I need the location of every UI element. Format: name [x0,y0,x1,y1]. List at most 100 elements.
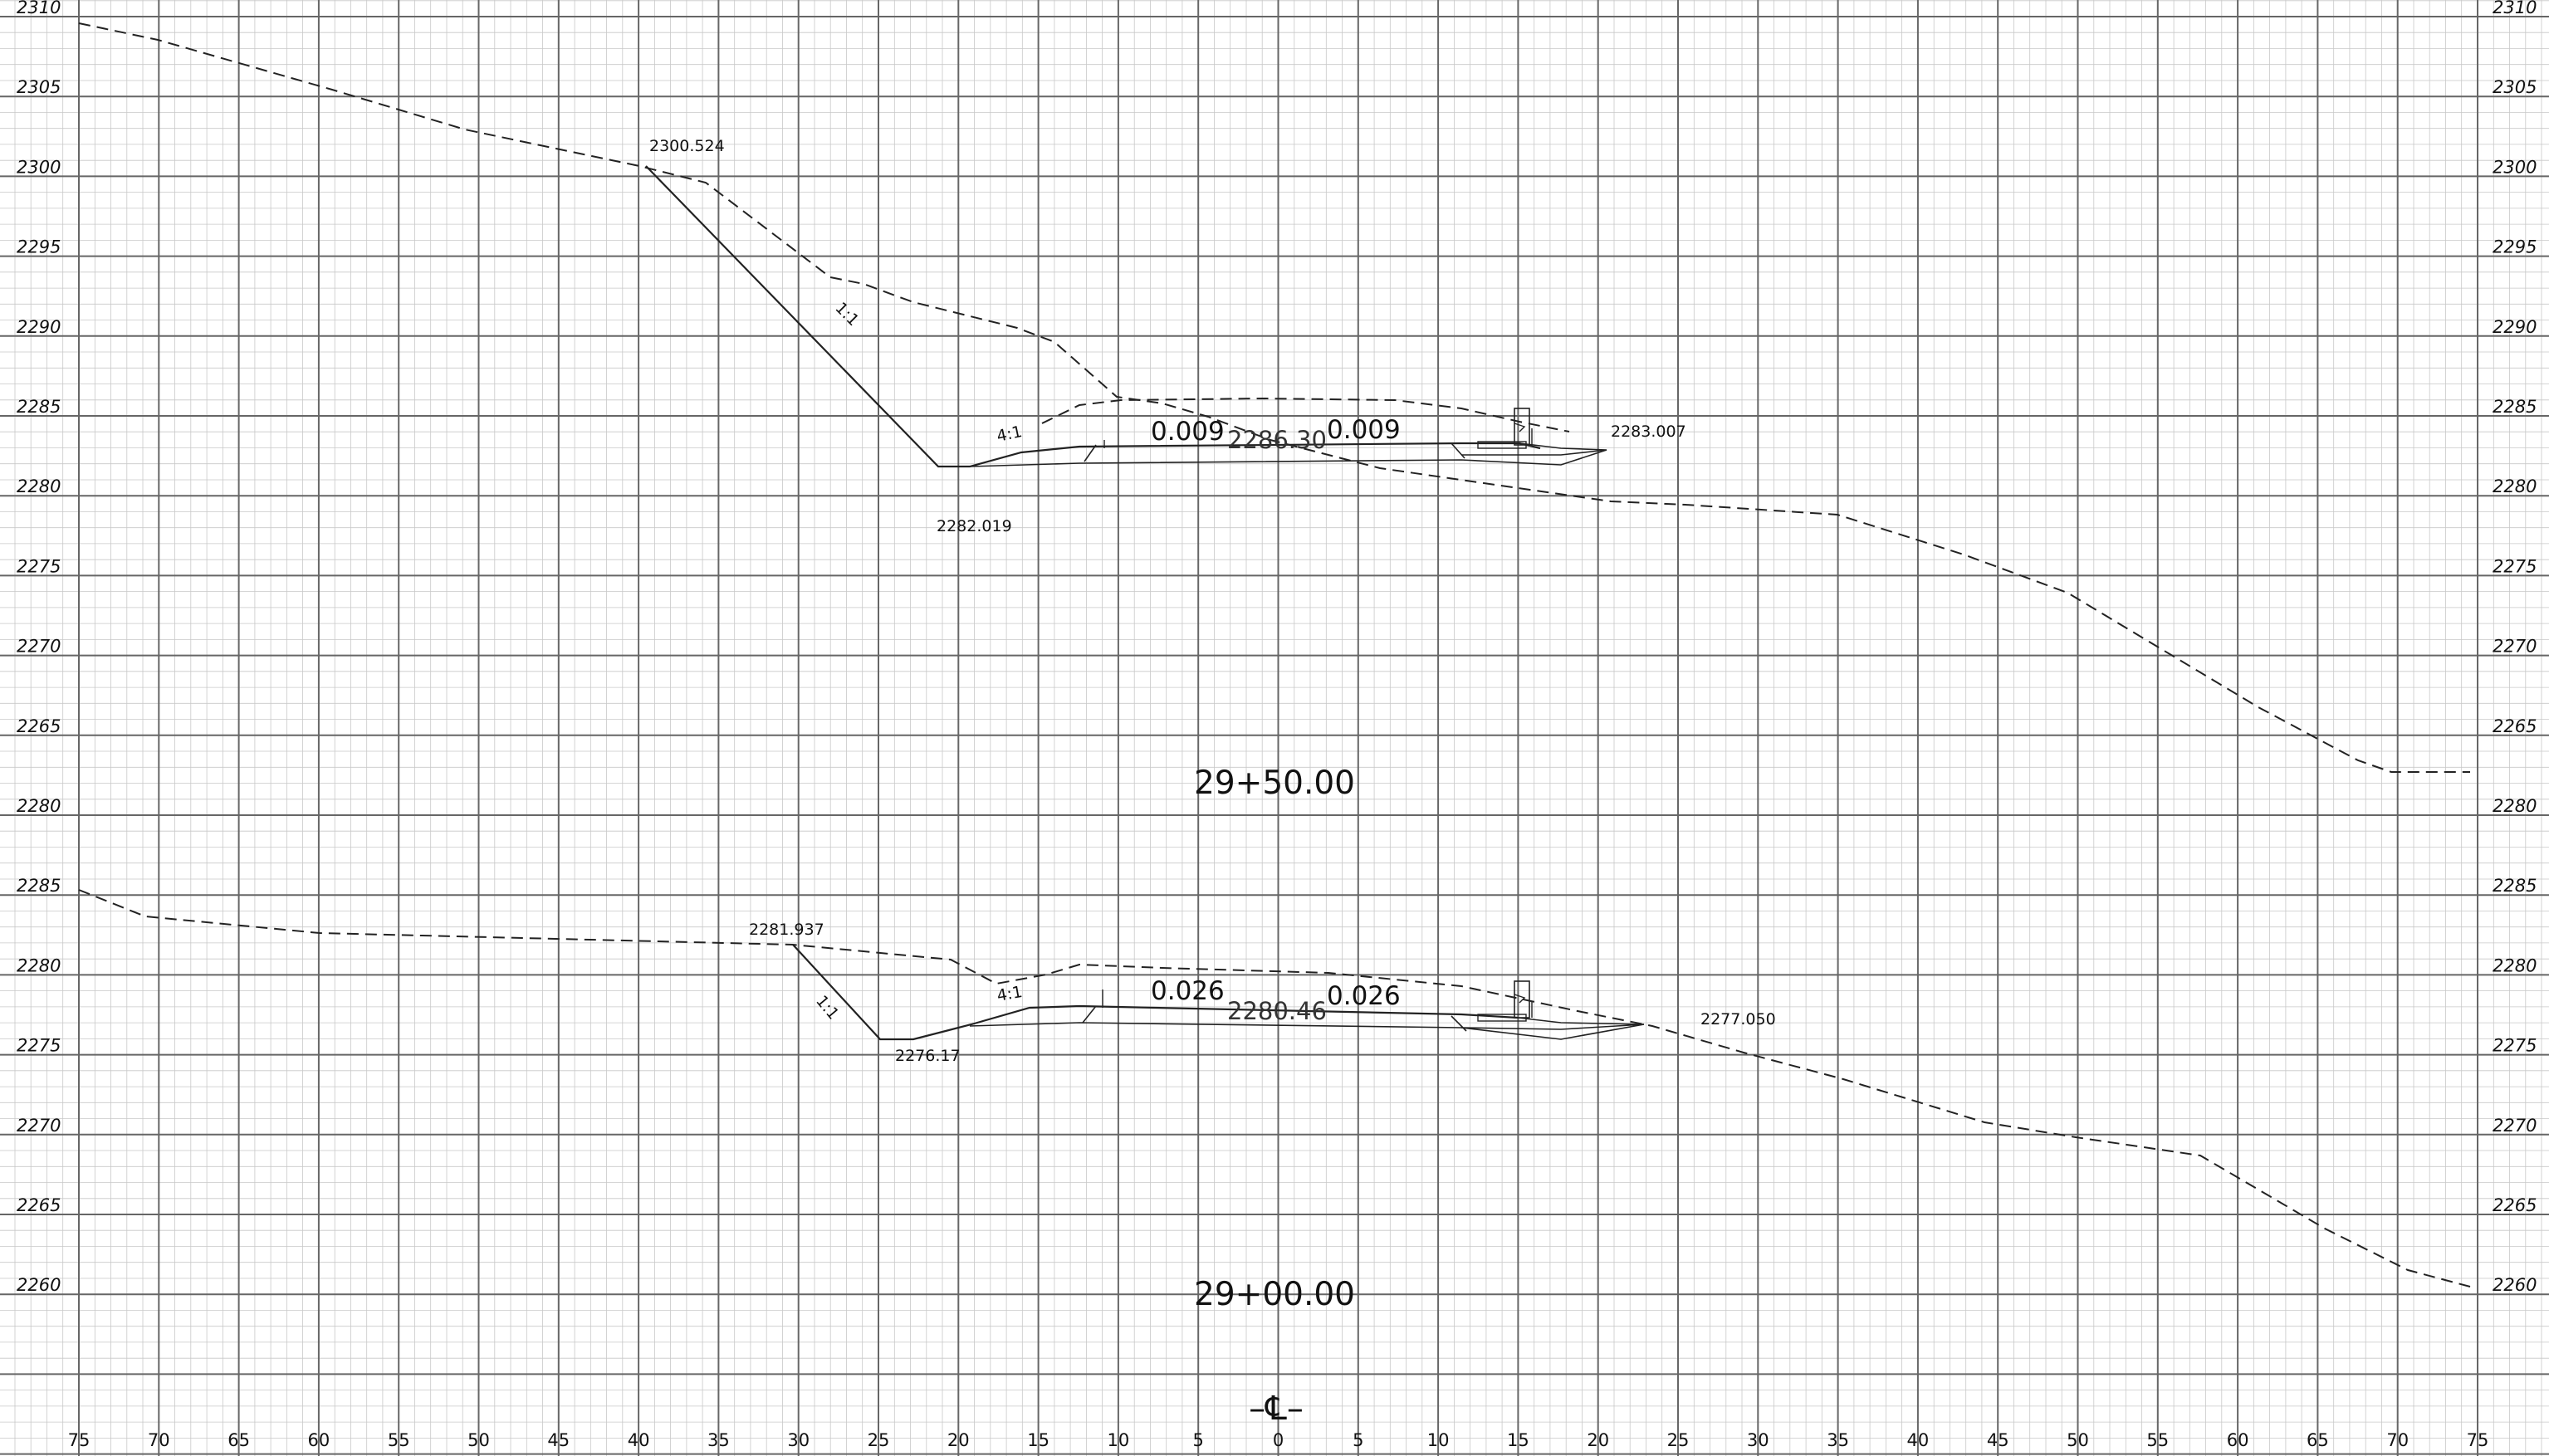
offset-label: 35 [1827,1430,1849,1450]
offset-label: 70 [148,1430,170,1450]
section-29-50: 2300.524 2282.019 2283.007 0.009 0.009 2… [78,22,2470,802]
elevation-label: 2300 [17,157,61,177]
offset-scale: 75 70 65 60 55 50 45 40 35 30 25 20 15 10 5 0 5 10 15 20 25 3… [68,1430,2489,1450]
elevation-label: 2270 [17,1116,61,1136]
elevation-label: 2275 [2493,556,2537,576]
elevation-label: 2270 [17,637,61,657]
offset-label: 0 [1273,1430,1284,1450]
station-label-lower: 29+00.00 [1194,1276,1355,1313]
elevation-label: 2270 [2493,637,2537,657]
elevation-label: 2275 [2493,1036,2537,1056]
offset-label: 40 [628,1430,650,1450]
offset-label: 25 [868,1430,890,1450]
offset-label: 35 [707,1430,730,1450]
offset-label: 45 [1987,1430,2009,1450]
elevation-label: 2285 [17,876,61,896]
gutter-detail [1477,441,1527,449]
offset-label: 75 [2467,1430,2489,1450]
right-catch-elevation: 2283.007 [1611,423,1686,441]
left-cross-slope: 0.009 [1151,417,1225,447]
existing-ground-line [78,889,2471,1287]
left-catch-elevation: 2300.524 [649,137,725,155]
elevation-label: 2265 [2493,716,2537,736]
centerline-symbol: –℄– [1249,1390,1304,1428]
offset-label: 10 [1427,1430,1450,1450]
elevation-label: 2305 [2493,77,2537,97]
shoulder-line [1461,442,1607,456]
curb-detail [1514,408,1530,446]
right-shoulder-tick [1451,1015,1467,1032]
elevation-label: 2290 [2493,317,2537,337]
elevation-label: 2305 [17,77,61,97]
elevation-label: 2280 [2493,796,2537,816]
elevation-label: 2265 [17,716,61,736]
offset-label: 20 [947,1430,970,1450]
offset-label: 60 [308,1430,330,1450]
elevation-label: 2275 [17,1036,61,1056]
section-29-00: 2281.937 2276.17 2277.050 0.026 0.026 22… [78,889,2471,1313]
gutter-detail [1477,1014,1527,1022]
offset-label: 30 [787,1430,810,1450]
right-shoulder-tick [1451,442,1465,459]
elevation-label: 2270 [2493,1116,2537,1136]
right-cross-slope: 0.026 [1327,981,1401,1011]
cut-slope-line [645,165,1541,468]
ditch-elevation: 2282.019 [937,517,1012,535]
offset-label: 15 [1507,1430,1529,1450]
elevation-label: 2275 [17,556,61,576]
shoulder-line [1460,1017,1645,1030]
offset-label: 55 [388,1430,410,1450]
curb-hatch [1514,423,1526,432]
left-elevation-scale: 2310 2305 2300 2295 2290 2285 2280 2275 2270 2265… [17,0,61,1295]
elevation-label: 2280 [17,476,61,496]
curb-hatch [1514,994,1526,1004]
elevation-label: 2290 [17,317,61,337]
elevation-label: 2285 [2493,397,2537,417]
offset-label: 20 [1587,1430,1609,1450]
right-cross-slope: 0.009 [1327,415,1401,445]
left-shoulder-tick [1082,1005,1097,1024]
elevation-label: 2310 [17,0,61,17]
offset-label: 50 [467,1430,490,1450]
cut-slope-line [792,944,1519,1041]
elevation-label: 2285 [2493,876,2537,896]
elevation-label: 2300 [2493,157,2537,177]
offset-label: 70 [2386,1430,2409,1450]
existing-ground-line [78,22,2470,773]
right-catch-elevation: 2277.050 [1700,1010,1776,1028]
elevation-label: 2310 [2493,0,2537,17]
offset-label: 5 [1353,1430,1363,1450]
offset-label: 30 [1747,1430,1769,1450]
elevation-label: 2280 [17,955,61,975]
offset-label: 10 [1108,1430,1130,1450]
subgrade-line [969,449,1607,467]
elevation-label: 2265 [17,1195,61,1215]
offset-label: 5 [1193,1430,1204,1450]
offset-label: 50 [2067,1430,2089,1450]
elevation-label: 2260 [17,1275,61,1295]
left-cross-slope: 0.026 [1151,976,1225,1006]
left-shoulder-tick [1084,444,1097,462]
offset-label: 65 [228,1430,250,1450]
centerline-elevation: 2280.46 [1227,997,1327,1025]
right-elevation-scale: 2310 2305 2300 2295 2290 2285 2280 2275 2270 2265… [2493,0,2537,1295]
elevation-label: 2280 [2493,955,2537,975]
elevation-label: 2285 [17,397,61,417]
ditch-elevation: 2276.17 [895,1047,961,1065]
left-catch-elevation: 2281.937 [749,921,824,939]
offset-label: 75 [68,1430,91,1450]
curb-detail [1514,980,1530,1019]
centerline-elevation: 2286.30 [1227,426,1327,454]
offset-label: 15 [1027,1430,1049,1450]
offset-label: 40 [1907,1430,1930,1450]
elevation-label: 2295 [17,237,61,257]
elevation-label: 2260 [2493,1275,2537,1295]
offset-label: 25 [1667,1430,1690,1450]
station-label-upper: 29+50.00 [1194,765,1355,802]
offset-label: 60 [2227,1430,2249,1450]
fill-slope-ratio: 4:1 [996,983,1024,1005]
elevation-label: 2280 [2493,476,2537,496]
